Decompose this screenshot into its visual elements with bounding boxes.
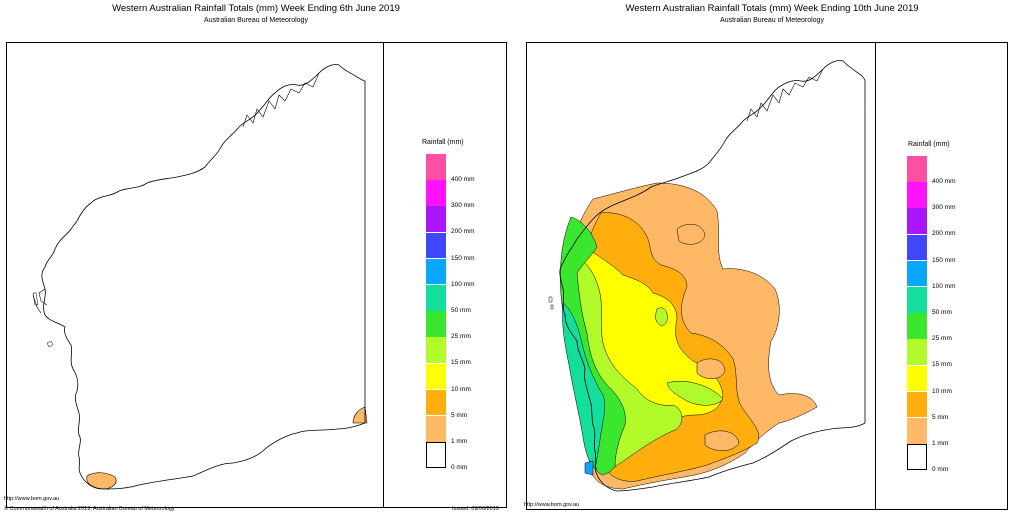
source-url: http://www.bom.gov.au — [524, 502, 580, 508]
copyright-note: © Commonwealth of Australia 2019, Austra… — [4, 506, 175, 512]
kimberley-coast-detail — [242, 72, 320, 128]
legend-tick-label: 150 mm — [932, 256, 956, 264]
issued-date: Issued: 09/06/2019 — [452, 506, 499, 512]
legend-tick-label: 150 mm — [451, 254, 475, 262]
legend-swatch — [426, 206, 446, 232]
map-panel-week-10-june: Western Australian Rainfall Totals (mm) … — [520, 0, 1024, 512]
legend-tick-label: 400 mm — [932, 178, 956, 185]
shark-bay-detail — [32, 288, 48, 314]
map-frame: Rainfall (mm) 400 mm 300 mm 200 mm 150 mm 10… — [526, 42, 1008, 510]
legend-swatch — [907, 234, 927, 261]
legend-tick-label: 200 mm — [451, 228, 475, 236]
rottnest-island — [46, 340, 54, 348]
legend-tick-label: 300 mm — [932, 204, 956, 212]
wa-rainfall-map — [32, 64, 368, 490]
legend-tick-label: 0 mm — [451, 464, 468, 472]
legend-tick-label: 50 mm — [451, 307, 471, 314]
legend-swatch — [426, 154, 446, 180]
legend-swatch — [907, 418, 927, 444]
legend-swatch — [907, 208, 927, 234]
rain-pocket-15mm-east — [666, 380, 724, 406]
legend-swatch — [907, 313, 927, 339]
dirk-hartog-island — [32, 292, 39, 306]
legend-tick-label: 5 mm — [932, 413, 949, 421]
wa-coastline-outline — [559, 60, 866, 492]
legend-swatch — [426, 442, 446, 468]
rain-zone-1mm-south-coast — [86, 472, 117, 490]
legend-swatch — [907, 287, 927, 313]
legend-swatch — [907, 444, 927, 470]
legend-tick-label: 15 mm — [932, 361, 952, 369]
legend-swatch — [426, 389, 446, 416]
legend-tick-label: 5 mm — [451, 411, 468, 419]
kimberley-coast-detail — [746, 68, 824, 122]
legend-tick-label: 0 mm — [932, 466, 949, 474]
legend-tick-label: 1 mm — [451, 438, 468, 445]
legend-swatch — [907, 391, 927, 418]
legend-swatch — [907, 182, 927, 208]
legend-swatch — [426, 232, 446, 259]
rain-zone-100mm — [584, 460, 594, 476]
legend-tick-label: 200 mm — [932, 230, 956, 238]
wa-coastline-outline — [41, 64, 366, 490]
legend-swatch — [907, 339, 927, 365]
map-panel-week-6-june: Western Australian Rainfall Totals (mm) … — [4, 3, 507, 512]
legend-title: Rainfall (mm) — [908, 141, 950, 148]
legend-tick-label: 400 mm — [451, 176, 475, 183]
rain-pocket-1mm-central — [696, 358, 726, 379]
legend-swatch — [426, 258, 446, 285]
legend-swatch — [426, 311, 446, 337]
legend-tick-label: 100 mm — [932, 282, 956, 290]
legend-swatch — [907, 365, 927, 392]
map-title: Western Australian Rainfall Totals (mm) … — [112, 3, 400, 14]
legend-swatch — [907, 156, 927, 182]
legend-tick-label: 10 mm — [451, 385, 471, 393]
map-subtitle: Australian Bureau of Meteorology — [204, 17, 308, 24]
legend-tick-label: 100 mm — [451, 280, 475, 288]
legend-swatch — [426, 363, 446, 390]
legend-tick-label: 1 mm — [932, 440, 949, 447]
legend-title: Rainfall (mm) — [422, 139, 464, 146]
rain-pocket-1mm-north — [676, 223, 706, 245]
map-title: Western Australian Rainfall Totals (mm) … — [625, 3, 919, 14]
legend-swatch — [426, 416, 446, 442]
source-url: http://www.bom.gov.au — [4, 496, 60, 502]
map-frame: Rainfall (mm) 400 mm 300 mm 200 mm 150 mm 10… — [6, 42, 507, 508]
legend-tick-label: 50 mm — [932, 309, 952, 316]
legend-tick-label: 15 mm — [451, 359, 471, 367]
legend-panel: Rainfall (mm) 400 mm 300 mm 200 mm 150 mm 10… — [875, 43, 1007, 509]
legend-swatch — [426, 337, 446, 363]
rain-zone-1mm-east-border — [352, 406, 368, 424]
houtman-abrolhos-islands — [548, 296, 554, 310]
legend-swatch — [907, 260, 927, 287]
map-subtitle: Australian Bureau of Meteorology — [720, 17, 824, 24]
legend-swatch — [426, 285, 446, 311]
legend-tick-label: 25 mm — [451, 333, 471, 341]
legend-swatch — [426, 180, 446, 206]
rain-pocket-10mm-lake — [654, 307, 668, 326]
legend-tick-label: 10 mm — [932, 387, 952, 395]
rain-pocket-1mm-south — [704, 430, 740, 451]
legend-panel: Rainfall (mm) 400 mm 300 mm 200 mm 150 mm 10… — [383, 43, 506, 507]
legend-tick-label: 300 mm — [451, 202, 475, 210]
wa-rainfall-map — [548, 60, 866, 492]
legend-tick-label: 25 mm — [932, 335, 952, 343]
